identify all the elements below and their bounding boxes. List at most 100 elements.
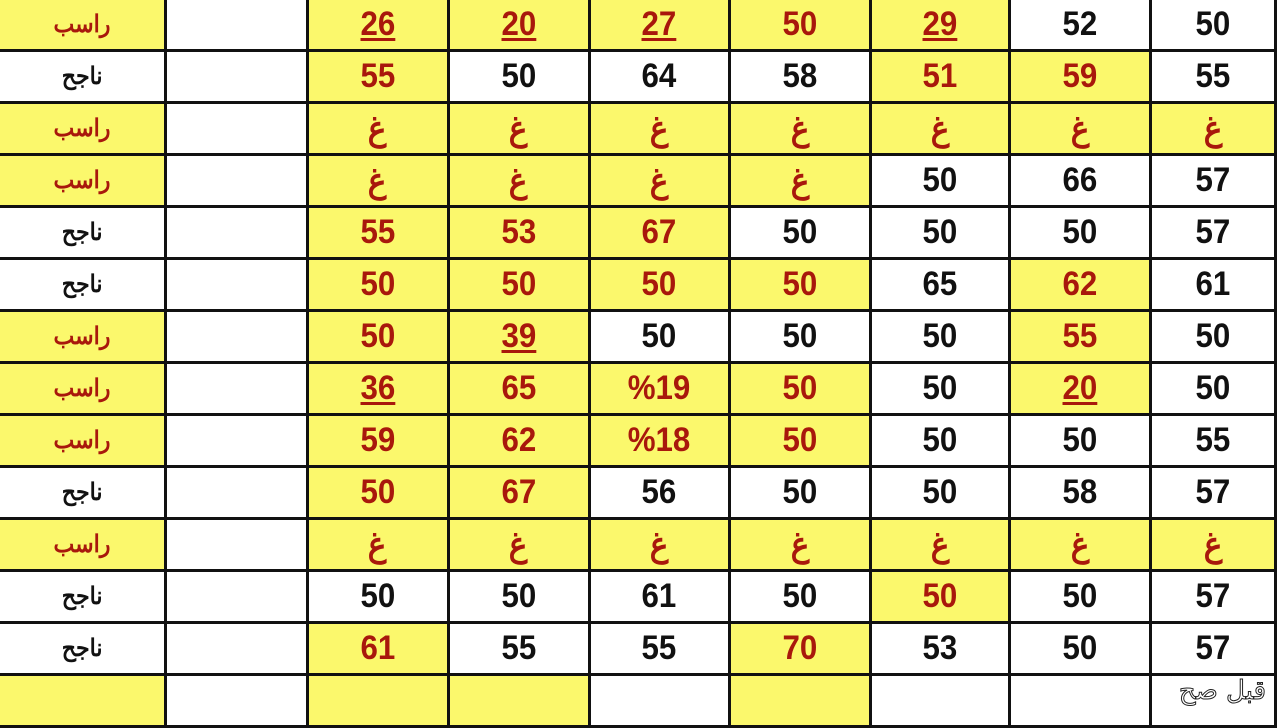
- grade-cell-text: 50: [1195, 5, 1231, 43]
- grade-cell-text: 50: [1062, 213, 1098, 251]
- grade-cell: 61: [1148, 257, 1278, 312]
- grade-cell-text: 64: [641, 57, 677, 95]
- grade-cell-text: 50: [782, 421, 818, 459]
- grade-cell: 50: [305, 257, 450, 312]
- grade-cell-text: غ: [790, 525, 810, 564]
- table-row: ناجح 50 50 50 50 65 62 61: [0, 257, 1278, 312]
- grade-cell: 50: [1148, 309, 1278, 364]
- grade-cell-text: 59: [360, 421, 395, 459]
- grade-cell-text: غ: [1070, 109, 1090, 148]
- grade-cell: غ: [446, 517, 591, 572]
- grade-cell: 50: [727, 0, 872, 52]
- table-row: راسب 26 20 27 50 29 52 50: [0, 0, 1278, 52]
- status-cell-text: ناجح: [61, 219, 103, 246]
- grade-cell-text: غ: [649, 161, 669, 200]
- grade-cell-text: 50: [782, 317, 818, 355]
- grade-cell-text: غ: [649, 525, 669, 564]
- grade-cell-text: 55: [360, 57, 395, 95]
- grade-cell: 50: [446, 257, 591, 312]
- grade-cell: 50: [305, 309, 450, 364]
- grade-cell: 50: [727, 205, 872, 260]
- status-cell: راسب: [0, 517, 167, 572]
- grade-cell-text: 50: [501, 577, 536, 615]
- grade-cell: 50: [446, 49, 591, 104]
- grade-cell-text: غ: [649, 109, 669, 148]
- grade-cell: 55: [446, 621, 591, 676]
- grade-cell-text: 65: [922, 265, 958, 303]
- table-row: [0, 673, 1278, 728]
- grade-cell-text: 57: [1195, 577, 1231, 615]
- notes-cell: [163, 465, 309, 520]
- grade-cell: 57: [1148, 465, 1278, 520]
- status-cell: راسب: [0, 101, 167, 156]
- grade-cell-text: 67: [641, 213, 677, 251]
- grade-cell-text: 61: [1195, 265, 1231, 303]
- status-cell: ناجح: [0, 569, 167, 624]
- status-cell-text: راسب: [53, 115, 111, 142]
- grade-cell: غ: [1007, 101, 1152, 156]
- notes-cell: [163, 673, 309, 728]
- grade-cell-text: %19: [627, 369, 691, 407]
- table-row: ناجح 55 53 67 50 50 50 57: [0, 205, 1278, 260]
- grade-cell-text: 50: [1195, 317, 1231, 355]
- grade-cell-text: غ: [1203, 525, 1223, 564]
- grade-cell: غ: [305, 517, 450, 572]
- status-cell: ناجح: [0, 205, 167, 260]
- grade-cell-text: 61: [641, 577, 677, 615]
- grade-cell-text: غ: [930, 109, 950, 148]
- grade-cell: 50: [868, 309, 1011, 364]
- grade-cell: غ: [446, 101, 591, 156]
- grade-cell: 50: [1148, 361, 1278, 416]
- grade-cell-text: 50: [782, 265, 818, 303]
- status-cell: ناجح: [0, 621, 167, 676]
- grade-cell-text: 55: [1195, 57, 1231, 95]
- notes-cell: [163, 309, 309, 364]
- grade-cell: غ: [868, 517, 1011, 572]
- grade-cell-text: 50: [360, 577, 395, 615]
- grade-cell-text: 39: [501, 317, 536, 355]
- grade-cell: 62: [446, 413, 591, 468]
- grade-cell: 50: [868, 465, 1011, 520]
- grade-cell: 65: [868, 257, 1011, 312]
- grade-cell: 50: [305, 569, 450, 624]
- table-row: راسب 36 65 %19 50 50 20 50: [0, 361, 1278, 416]
- grade-cell-text: 20: [1062, 369, 1098, 407]
- grade-cell: 64: [587, 49, 731, 104]
- grade-cell: غ: [727, 517, 872, 572]
- grade-cell-text: 50: [501, 265, 536, 303]
- grade-cell: 50: [1007, 569, 1152, 624]
- status-cell: ناجح: [0, 465, 167, 520]
- grade-cell: 56: [587, 465, 731, 520]
- table-row: راسب غ غ غ غ غ غ غ: [0, 517, 1278, 572]
- status-cell-text: ناجح: [61, 63, 103, 90]
- status-cell-text: راسب: [53, 11, 111, 38]
- grade-cell-text: 61: [360, 629, 395, 667]
- grade-cell-text: 55: [501, 629, 536, 667]
- grade-cell: 52: [1007, 0, 1152, 52]
- grade-cell: 62: [1007, 257, 1152, 312]
- grade-cell-text: 50: [360, 317, 395, 355]
- grade-cell: [868, 673, 1011, 728]
- grade-cell: غ: [305, 101, 450, 156]
- grade-cell-text: 27: [641, 5, 677, 43]
- grade-cell-text: 55: [360, 213, 395, 251]
- grade-cell-text: 50: [641, 265, 677, 303]
- grade-cell: %19: [587, 361, 731, 416]
- grade-cell: 50: [1007, 621, 1152, 676]
- grade-cell: 50: [727, 413, 872, 468]
- notes-cell: [163, 153, 309, 208]
- grade-cell: 50: [727, 569, 872, 624]
- grade-cell: 50: [727, 361, 872, 416]
- status-cell-text: راسب: [53, 375, 111, 402]
- status-cell: ناجح: [0, 257, 167, 312]
- status-cell: راسب: [0, 413, 167, 468]
- grade-cell-text: 50: [1195, 369, 1231, 407]
- grade-cell-text: 62: [1062, 265, 1098, 303]
- grade-cell: غ: [587, 517, 731, 572]
- grade-cell: غ: [587, 101, 731, 156]
- grade-cell: %18: [587, 413, 731, 468]
- grade-cell: 57: [1148, 205, 1278, 260]
- grade-cell-text: 50: [922, 369, 958, 407]
- status-cell: ناجح: [0, 49, 167, 104]
